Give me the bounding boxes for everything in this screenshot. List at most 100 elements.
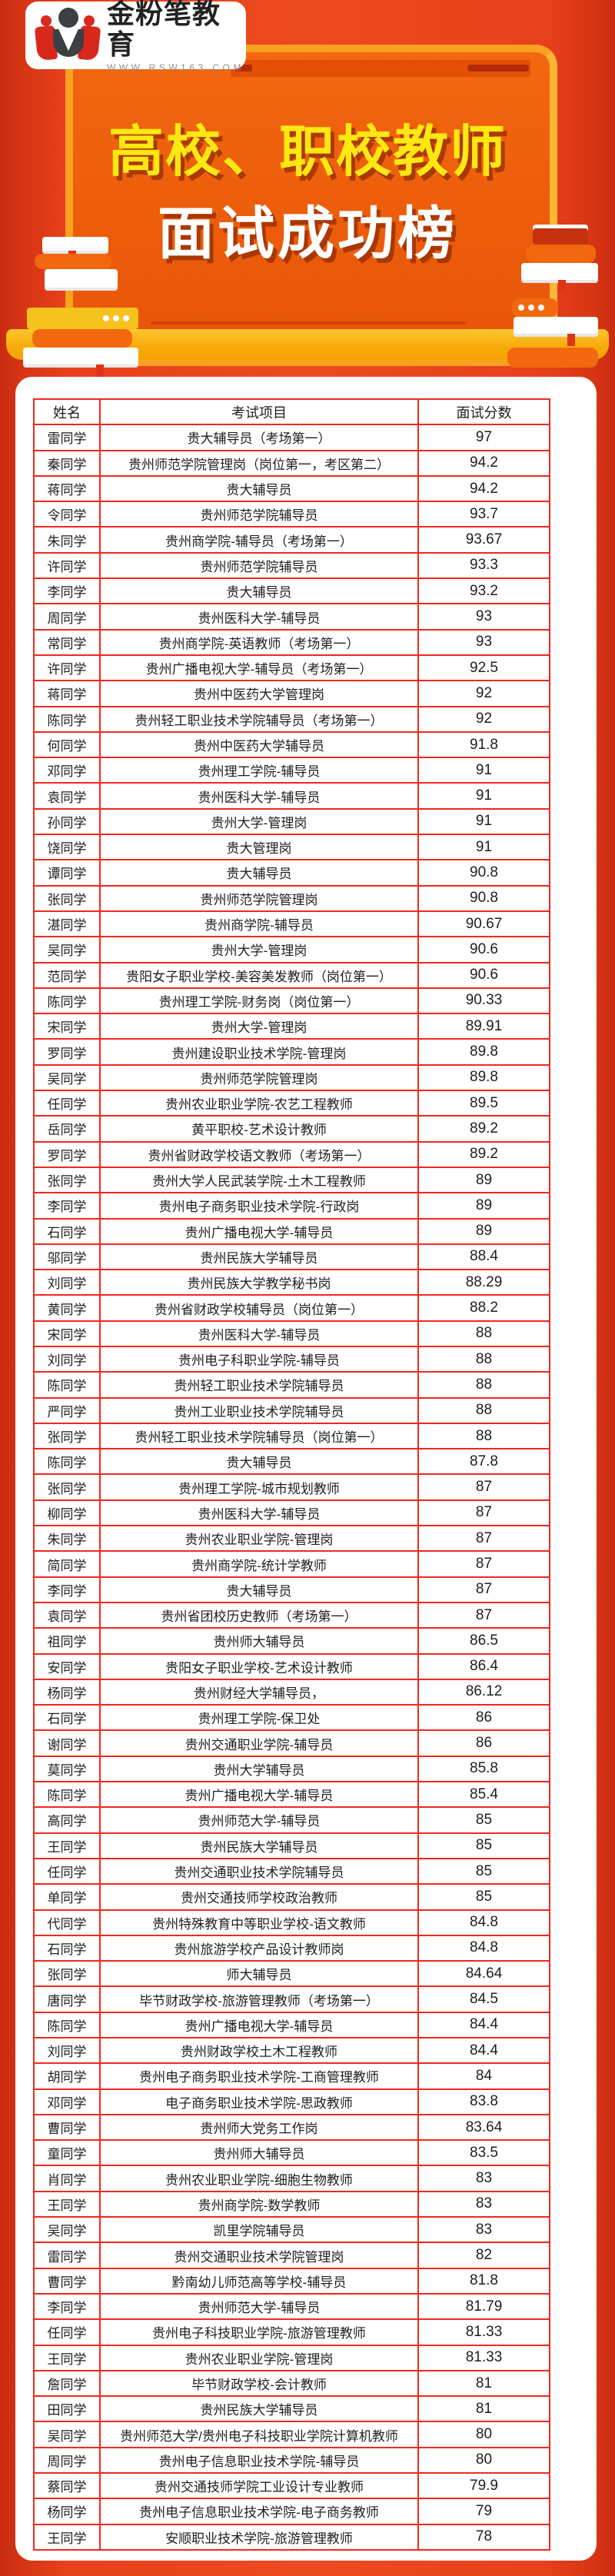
exam-item-cell: 贵州电子商务职业技术学院-工商管理教师 (99, 2062, 419, 2090)
table-row: 何同学 贵州中医药大学辅导员 91.8 (33, 731, 550, 759)
score-cell: 85.4 (417, 1781, 550, 1809)
table-row: 童同学 贵州师大辅导员 83.5 (33, 2139, 550, 2167)
header-exam: 考试项目 (99, 398, 419, 426)
score-cell: 89.8 (417, 1038, 550, 1066)
score-cell: 88 (417, 1396, 550, 1424)
table-row: 胡同学 贵州电子商务职业技术学院-工商管理教师 84 (33, 2062, 550, 2090)
exam-item-cell: 贵州交通职业技术学院辅导员 (99, 1857, 419, 1885)
brand-name: 金粉笔教育 (107, 0, 221, 60)
student-name-cell: 雷同学 (33, 424, 101, 451)
student-name-cell: 谢同学 (33, 1729, 101, 1757)
student-name-cell: 高同学 (33, 1806, 101, 1834)
student-name-cell: 严同学 (33, 1396, 101, 1424)
exam-item-cell: 贵州轻工职业技术学院辅导员（岗位第一） (99, 1422, 419, 1450)
score-cell: 84 (417, 2062, 550, 2090)
score-cell: 81.8 (417, 2267, 550, 2295)
exam-item-cell: 贵州广播电视大学-辅导员 (99, 1781, 419, 1809)
panel-slot-cap (235, 65, 252, 72)
score-cell: 89 (417, 1192, 550, 1220)
student-name-cell: 刘同学 (33, 1345, 101, 1373)
exam-item-cell: 贵州中医药大学管理岗 (99, 680, 419, 707)
poster-title-line2: 面试成功榜 (158, 201, 457, 265)
exam-item-cell: 贵州理工学院-财务岗（岗位第一） (99, 987, 419, 1015)
table-row: 王同学 贵州农业职业学院-管理岗 81.33 (33, 2344, 550, 2371)
score-cell: 87.8 (417, 1448, 550, 1476)
score-cell: 84.64 (417, 1960, 550, 1988)
student-name-cell: 曹同学 (33, 2267, 101, 2295)
exam-item-cell: 贵大辅导员 (99, 474, 419, 503)
table-row: 刘同学 贵州财政学校土木工程教师 84.4 (33, 2036, 550, 2065)
score-cell: 84.4 (417, 2036, 550, 2065)
exam-item-cell: 贵大辅导员 (99, 1448, 419, 1476)
score-cell: 91 (417, 807, 550, 836)
student-name-cell: 岳同学 (33, 1115, 101, 1143)
table-row: 任同学 贵州电子科技职业学院-旅游管理教师 81.33 (33, 2318, 550, 2346)
score-cell: 82 (417, 2242, 550, 2269)
score-cell: 87 (417, 1576, 550, 1603)
student-name-cell: 任同学 (33, 1090, 101, 1117)
book-icon (514, 317, 598, 346)
book-icon (32, 329, 132, 348)
table-row: 张同学 贵州大学人民武装学院-土木工程教师 89 (33, 1166, 550, 1194)
exam-item-cell: 贵州电子信息职业技术学院-辅导员 (99, 2446, 419, 2474)
student-name-cell: 陈同学 (33, 1448, 101, 1476)
exam-item-cell: 贵州师范学院管理岗（岗位第一，考区第二） (99, 449, 419, 477)
exam-item-cell: 凯里学院辅导员 (99, 2216, 419, 2244)
score-cell: 90.8 (417, 884, 550, 912)
student-name-cell: 蒋同学 (33, 680, 101, 707)
student-name-cell: 王同学 (33, 2523, 101, 2551)
score-cell: 92 (417, 680, 550, 707)
student-name-cell: 单同学 (33, 1883, 101, 1911)
score-cell: 81.79 (417, 2292, 550, 2321)
student-name-cell: 秦同学 (33, 449, 101, 477)
score-cell: 85 (417, 1806, 550, 1834)
table-row: 陈同学 贵州理工学院-财务岗（岗位第一） 90.33 (33, 987, 550, 1015)
poster-title-line1: 高校、职校教师 (108, 121, 507, 183)
score-cell: 92 (417, 705, 550, 733)
header-name: 姓名 (33, 398, 101, 426)
student-name-cell: 雷同学 (33, 2242, 101, 2269)
student-name-cell: 李同学 (33, 1192, 101, 1220)
student-name-cell: 宋同学 (33, 1320, 101, 1347)
brand-logo-icon (34, 8, 101, 63)
exam-item-cell: 贵州师范学院管理岗 (99, 1063, 419, 1092)
exam-item-cell: 贵州理工学院-保卫处 (99, 1704, 419, 1732)
table-row: 罗同学 贵州建设职业技术学院-管理岗 89.8 (33, 1038, 550, 1066)
score-cell: 84.8 (417, 1909, 550, 1936)
exam-item-cell: 贵州师大党务工作岗 (99, 2113, 419, 2142)
exam-item-cell: 贵阳女子职业学校-美容美发教师（岗位第一） (99, 961, 419, 989)
table-row: 曹同学 黔南幼儿师范高等学校-辅导员 81.8 (33, 2267, 550, 2295)
student-name-cell: 任同学 (33, 2318, 101, 2346)
student-name-cell: 袁同学 (33, 1601, 101, 1629)
exam-item-cell: 贵州医科大学-辅导员 (99, 1320, 419, 1347)
table-row: 吴同学 凯里学院辅导员 83 (33, 2216, 550, 2244)
student-name-cell: 吴同学 (33, 1063, 101, 1092)
student-name-cell: 童同学 (33, 2139, 101, 2167)
exam-item-cell: 贵州商学院-辅导员（考场第一） (99, 526, 419, 554)
table-row: 邓同学 电子商务职业技术学院-思政教师 83.8 (33, 2088, 550, 2115)
table-row: 简同学 贵州商学院-统计学教师 87 (33, 1550, 550, 1578)
book-icon (42, 237, 108, 263)
exam-item-cell: 贵州师范学院管理岗 (99, 884, 419, 912)
table-row: 严同学 贵州工业职业技术学院辅导员 88 (33, 1396, 550, 1424)
table-row: 常同学 贵州商学院-英语教师（考场第一） 93 (33, 628, 550, 656)
student-name-cell: 张同学 (33, 1960, 101, 1988)
exam-item-cell: 贵州省团校历史教师（考场第一） (99, 1601, 419, 1629)
score-cell: 86 (417, 1729, 550, 1757)
table-row: 雷同学 贵大辅导员（考场第一） 97 (33, 424, 550, 451)
table-row: 孙同学 贵州大学-管理岗 91 (33, 807, 550, 836)
score-cell: 87 (417, 1601, 550, 1629)
student-name-cell: 刘同学 (33, 1269, 101, 1296)
student-name-cell: 谭同学 (33, 859, 101, 887)
score-cell: 90.8 (417, 859, 550, 887)
student-name-cell: 张同学 (33, 1422, 101, 1450)
score-cell: 87 (417, 1550, 550, 1578)
book-icon (507, 348, 598, 368)
student-name-cell: 王同学 (33, 2344, 101, 2371)
exam-item-cell: 贵州旅游学校产品设计教师岗 (99, 1934, 419, 1962)
score-cell: 88 (417, 1422, 550, 1450)
table-row: 安同学 贵阳女子职业学校-艺术设计教师 86.4 (33, 1652, 550, 1680)
score-cell: 84.8 (417, 1934, 550, 1962)
table-row: 杨同学 贵州财经大学辅导员， 86.12 (33, 1678, 550, 1706)
